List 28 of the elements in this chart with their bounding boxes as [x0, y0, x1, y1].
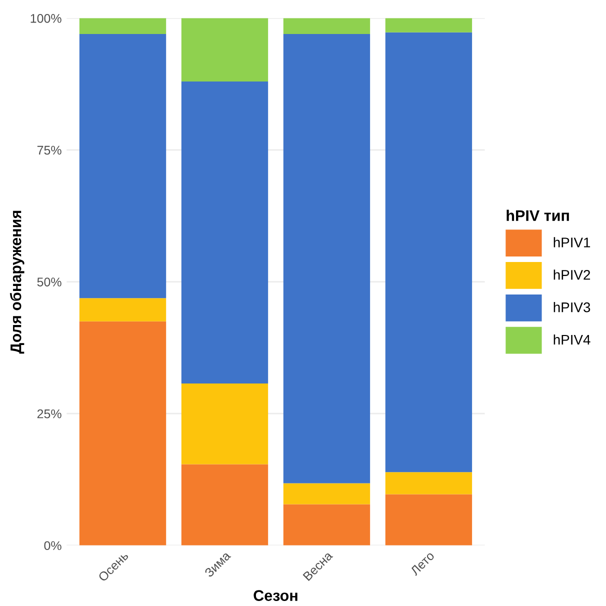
legend-label: hPIV2 — [554, 270, 590, 280]
bar — [181, 384, 268, 464]
bar — [79, 34, 166, 298]
bar — [385, 472, 472, 494]
legend-label: hPIV3 — [554, 302, 590, 312]
bar — [79, 321, 166, 546]
bar — [385, 18, 472, 32]
bar — [283, 18, 370, 34]
bar — [385, 494, 472, 546]
y-tick-label: 50% — [37, 278, 62, 286]
y-tick-label: 75% — [37, 146, 62, 155]
bar — [181, 464, 268, 546]
legend-label: hPIV1 — [554, 237, 590, 248]
bar — [283, 34, 370, 484]
bar — [181, 81, 268, 384]
y-axis-title: Доля обнаружения — [10, 210, 24, 354]
y-tick-label: 0% — [44, 541, 62, 550]
bar — [79, 298, 166, 322]
bar — [283, 504, 370, 546]
y-tick-label: 25% — [37, 409, 62, 418]
bar — [385, 32, 472, 472]
bar — [181, 18, 268, 82]
bar — [283, 483, 370, 504]
bar — [79, 18, 166, 34]
x-axis-title: Сезон — [254, 590, 298, 601]
y-tick-label: 100% — [30, 14, 62, 23]
legend-title: hPIV тип — [506, 210, 569, 221]
legend-label: hPIV4 — [554, 334, 590, 345]
